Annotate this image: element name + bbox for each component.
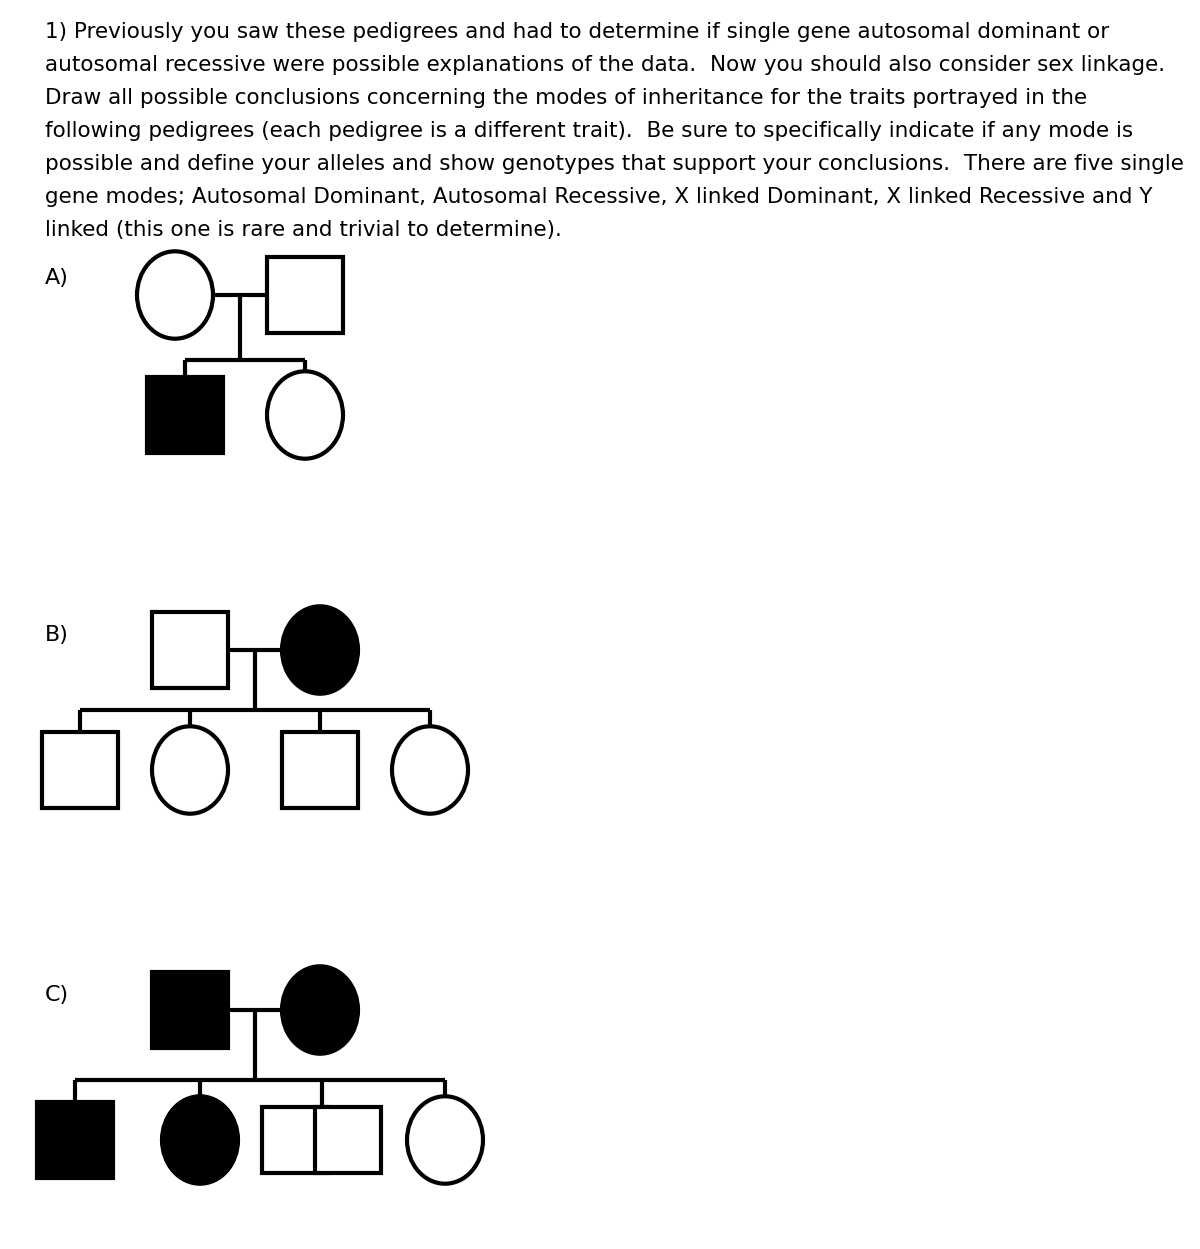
Bar <box>152 612 228 688</box>
Text: following pedigrees (each pedigree is a different trait).  Be sure to specifical: following pedigrees (each pedigree is a … <box>46 121 1140 141</box>
Bar <box>42 732 118 808</box>
Text: B): B) <box>46 624 68 644</box>
Bar <box>314 1107 382 1173</box>
Bar <box>148 377 223 453</box>
Bar <box>37 1102 113 1178</box>
Text: gene modes; Autosomal Dominant, Autosomal Recessive, X linked Dominant, X linked: gene modes; Autosomal Dominant, Autosoma… <box>46 187 1152 207</box>
Text: linked (this one is rare and trivial to determine).: linked (this one is rare and trivial to … <box>46 220 562 240</box>
Text: autosomal recessive were possible explanations of the data.  Now you should also: autosomal recessive were possible explan… <box>46 55 1165 75</box>
Text: Draw all possible conclusions concerning the modes of inheritance for the traits: Draw all possible conclusions concerning… <box>46 87 1087 107</box>
Text: 1) Previously you saw these pedigrees and had to determine if single gene autoso: 1) Previously you saw these pedigrees an… <box>46 22 1109 42</box>
Ellipse shape <box>282 967 358 1054</box>
Text: possible and define your alleles and show genotypes that support your conclusion: possible and define your alleles and sho… <box>46 154 1184 174</box>
Bar <box>266 257 343 333</box>
Ellipse shape <box>282 606 358 693</box>
Bar <box>262 1107 328 1173</box>
Bar <box>152 972 228 1048</box>
Ellipse shape <box>152 727 228 813</box>
Ellipse shape <box>137 251 214 338</box>
Ellipse shape <box>392 727 468 813</box>
Text: A): A) <box>46 269 68 289</box>
Ellipse shape <box>162 1097 238 1184</box>
Text: C): C) <box>46 985 70 1005</box>
Bar <box>282 732 358 808</box>
Ellipse shape <box>266 371 343 458</box>
Ellipse shape <box>407 1097 482 1184</box>
